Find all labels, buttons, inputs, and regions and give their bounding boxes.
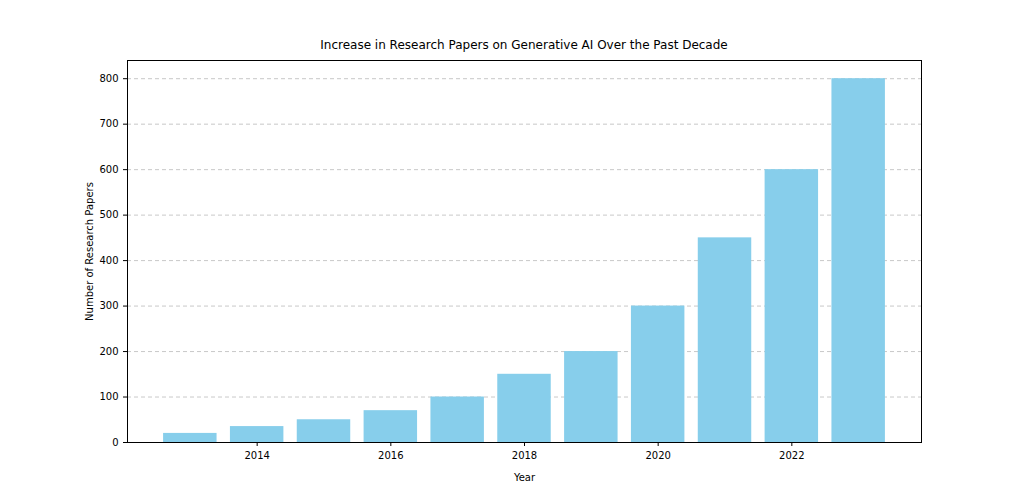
svg-text:500: 500 xyxy=(99,209,118,220)
svg-text:700: 700 xyxy=(99,118,118,129)
svg-text:300: 300 xyxy=(99,300,118,311)
svg-text:800: 800 xyxy=(99,73,118,84)
svg-text:600: 600 xyxy=(99,164,118,175)
svg-text:2018: 2018 xyxy=(512,450,537,461)
svg-text:Number of Research Papers: Number of Research Papers xyxy=(84,182,95,321)
svg-text:400: 400 xyxy=(99,255,118,266)
svg-text:2022: 2022 xyxy=(779,450,804,461)
svg-text:2016: 2016 xyxy=(378,450,403,461)
svg-text:200: 200 xyxy=(99,346,118,357)
svg-text:2020: 2020 xyxy=(645,450,670,461)
svg-text:0: 0 xyxy=(112,437,118,448)
svg-text:2014: 2014 xyxy=(244,450,269,461)
svg-text:100: 100 xyxy=(99,391,118,402)
html-text:Increase in Research Papers on: Increase in Research Papers on Generativ… xyxy=(320,38,728,52)
svg-text:Year: Year xyxy=(513,472,536,483)
